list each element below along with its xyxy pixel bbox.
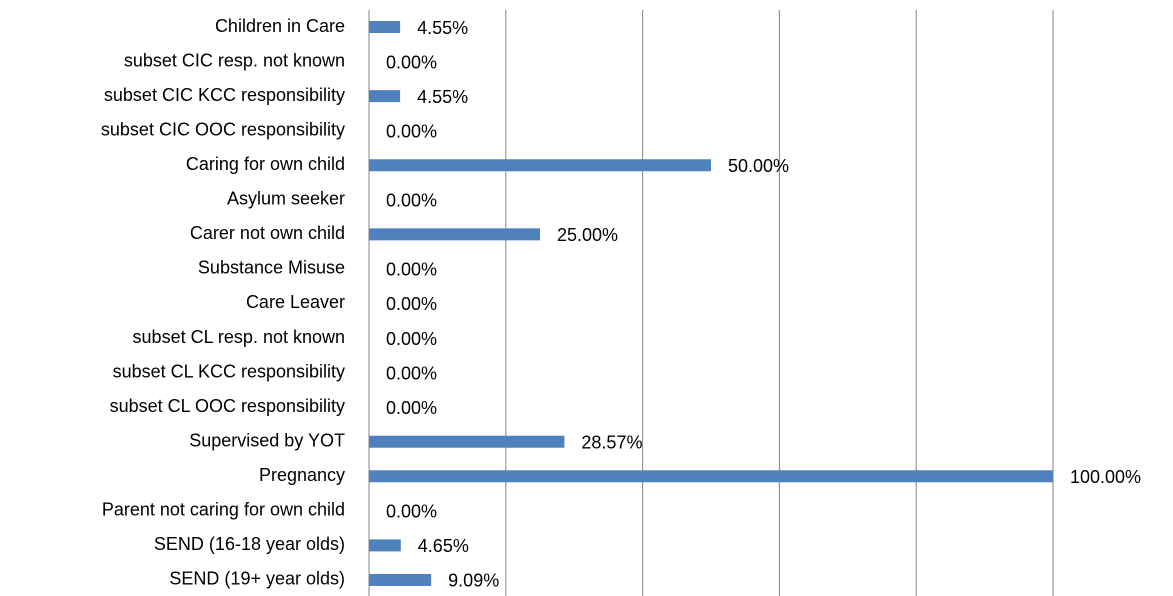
y-tick-label: Pregnancy — [259, 465, 345, 485]
value-label: 0.00% — [386, 329, 437, 349]
bar — [369, 539, 401, 552]
y-tick-label: subset CL resp. not known — [133, 327, 345, 347]
y-tick-label: subset CIC OOC responsibility — [101, 119, 345, 139]
value-label: 28.57% — [581, 432, 642, 452]
bar — [369, 159, 711, 172]
y-tick-label: Carer not own child — [190, 223, 345, 243]
bar — [369, 470, 1053, 483]
y-tick-label: subset CIC resp. not known — [124, 50, 345, 70]
value-label: 9.09% — [448, 571, 499, 591]
y-tick-label: Parent not caring for own child — [102, 500, 345, 520]
value-label: 0.00% — [386, 191, 437, 211]
value-label: 0.00% — [386, 52, 437, 72]
value-label: 4.55% — [417, 18, 468, 38]
value-label: 4.65% — [418, 536, 469, 556]
y-tick-label: Substance Misuse — [198, 258, 345, 278]
value-label: 0.00% — [386, 398, 437, 418]
value-label: 50.00% — [728, 156, 789, 176]
value-label: 4.55% — [417, 87, 468, 107]
y-tick-label: SEND (16-18 year olds) — [154, 534, 345, 554]
value-label: 0.00% — [386, 260, 437, 280]
bar — [369, 228, 540, 241]
y-tick-label: Children in Care — [215, 16, 345, 36]
y-tick-label: Asylum seeker — [227, 189, 345, 209]
y-tick-label: subset CIC KCC responsibility — [104, 85, 345, 105]
value-label: 0.00% — [386, 121, 437, 141]
value-label: 100.00% — [1070, 467, 1141, 487]
y-tick-label: subset CL KCC responsibility — [113, 361, 345, 381]
y-tick-label: subset CL OOC responsibility — [110, 396, 345, 416]
value-label: 0.00% — [386, 502, 437, 522]
y-tick-label: Care Leaver — [246, 292, 345, 312]
value-label: 25.00% — [557, 225, 618, 245]
bar — [369, 435, 565, 448]
value-label: 0.00% — [386, 294, 437, 314]
value-label: 0.00% — [386, 363, 437, 383]
y-tick-label: SEND (19+ year olds) — [169, 569, 345, 589]
y-tick-label: Supervised by YOT — [189, 430, 345, 450]
y-tick-label: Caring for own child — [186, 154, 345, 174]
bar — [369, 573, 432, 586]
bar — [369, 21, 401, 33]
bar — [369, 90, 401, 103]
